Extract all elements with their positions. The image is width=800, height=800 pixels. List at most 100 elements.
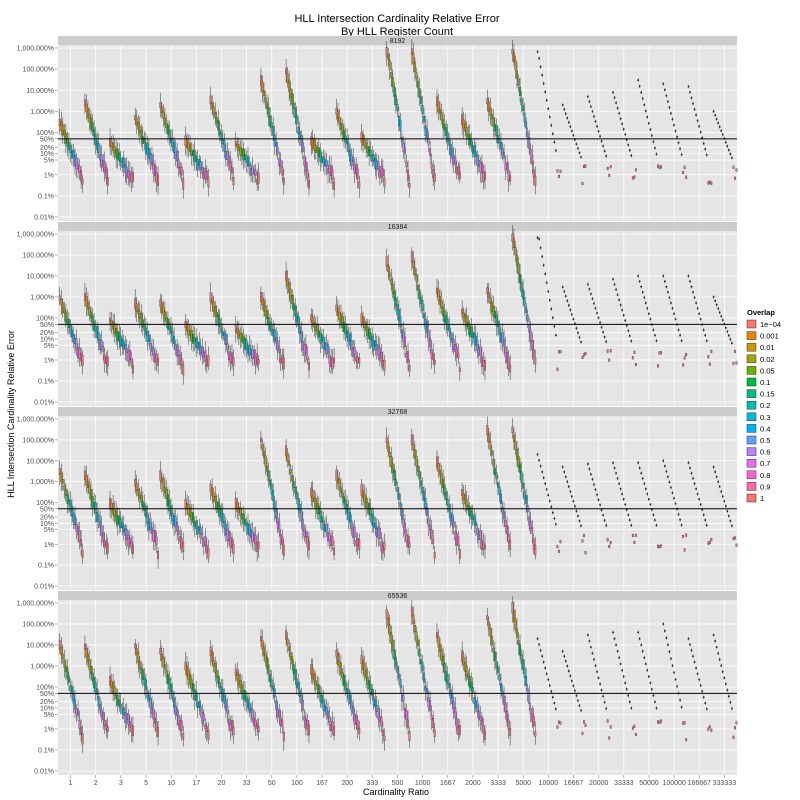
box [162,479,165,491]
box-point [649,503,652,506]
box [509,540,512,550]
box [445,491,448,500]
category-box-group [285,438,310,560]
category-box-group [335,465,361,559]
box [490,301,493,312]
box [404,523,406,534]
box-point [643,296,646,299]
box [412,261,415,269]
box [201,167,204,174]
box [121,522,124,529]
y-tick-label: 50% [40,136,54,143]
box [308,362,310,371]
box-point [726,510,729,512]
box-point [726,689,729,691]
box [264,455,267,467]
box [77,164,79,170]
legend-label: 0.4 [760,424,770,433]
box [335,304,338,312]
box [433,729,436,737]
box-point [599,683,601,685]
legend-label: 0.5 [760,436,770,445]
facet-strip-label: 32768 [388,409,408,416]
box [440,301,443,309]
box [707,727,710,731]
box [660,719,662,723]
box [77,526,79,535]
box [232,726,235,736]
box-point [705,708,708,710]
box-point [591,297,594,300]
box [211,298,214,305]
box [410,48,413,55]
box [487,433,490,443]
box-point [622,498,625,501]
box [135,303,138,312]
box [190,512,193,521]
y-tick-label: 10,000% [26,458,54,465]
box-point [729,153,732,155]
box-point [714,471,716,473]
box [251,709,254,720]
box [506,162,509,170]
box [418,289,421,300]
box-point [564,295,567,297]
box [223,140,226,152]
box [608,173,611,177]
box [71,505,73,517]
box [91,122,94,132]
box [78,720,81,730]
box [465,665,468,677]
box [301,341,304,350]
box [311,316,314,326]
box [250,529,252,538]
box [371,688,374,696]
legend-swatch [746,493,757,503]
box-point [605,155,607,157]
legend-label: 0.3 [760,413,770,422]
box-point [547,290,550,293]
box [157,727,160,737]
box [75,158,78,169]
box-point [670,302,672,304]
box [215,501,218,509]
box [295,678,298,688]
y-tick-label: 1% [44,727,54,734]
box-point [580,524,582,527]
box [147,521,150,531]
box-point [544,273,546,275]
box-point [574,689,576,692]
box [506,711,509,723]
y-tick-label: 0.1% [38,379,54,386]
box-point [542,82,545,85]
box [144,506,147,518]
box [165,488,168,500]
legend-item: 0.001 [746,331,779,341]
y-tick-label: 5% [44,157,54,164]
box [106,543,109,554]
box [81,178,84,185]
x-axis-ticks: 1 2 3 5 10 17 20 33 50 100 167 200 333 500 1000 1667 200… [69,775,736,787]
box [256,178,259,185]
box [341,124,344,135]
box [218,505,221,517]
box [390,632,393,644]
box [458,367,461,372]
box [358,181,361,189]
category-box-group [58,633,84,754]
box-point [539,649,542,652]
box [683,721,686,725]
box-point [652,329,655,331]
box [427,330,430,342]
box-point [638,637,641,640]
category-box-group [209,86,235,191]
box [327,532,329,542]
box [658,165,661,169]
box [93,321,95,331]
box-point [714,640,716,642]
box-point [712,110,715,113]
box-point [628,701,631,703]
box [63,659,66,668]
box [282,178,285,185]
category-box-group [134,107,160,196]
